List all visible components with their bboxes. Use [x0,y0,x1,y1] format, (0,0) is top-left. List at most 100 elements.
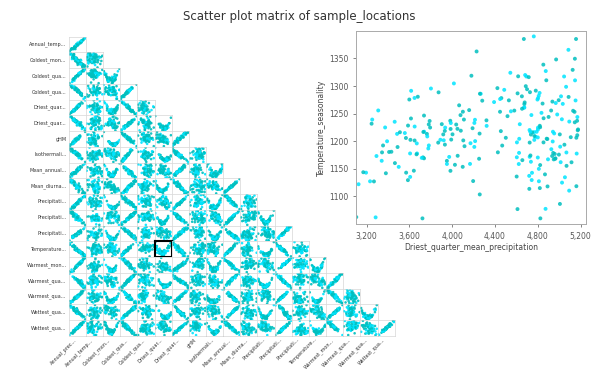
Point [138,295,147,301]
Point [296,331,306,337]
Point [157,124,167,130]
Point [335,271,344,278]
Point [401,169,411,176]
Point [122,153,132,159]
Point [158,325,168,331]
Point [175,276,185,283]
Point [329,309,338,315]
Point [261,283,270,290]
Point [71,151,81,157]
Point [177,293,187,299]
Point [92,182,102,188]
Point [173,234,182,240]
Point [365,327,375,334]
Point [247,326,257,332]
Point [264,237,273,244]
Point [120,249,130,255]
Point [241,233,251,239]
Point [68,213,78,220]
Point [68,178,77,185]
Point [313,279,323,285]
Point [224,246,234,252]
Point [143,133,152,139]
Point [194,307,204,313]
Point [219,189,229,195]
Point [127,202,137,208]
Point [110,74,120,80]
Point [224,248,234,254]
Point [124,325,134,331]
Point [311,310,321,316]
Point [67,208,77,214]
Point [170,204,180,210]
Point [337,271,347,278]
Point [230,327,240,333]
Point [231,299,241,305]
Point [246,203,256,210]
Point [139,325,148,332]
Point [91,247,101,253]
Point [317,265,327,271]
Point [173,328,182,334]
Point [197,219,206,225]
Point [200,305,210,311]
Point [320,322,329,328]
Point [192,182,202,188]
Point [71,294,81,300]
Point [86,291,95,298]
Point [313,298,322,304]
Point [179,156,189,162]
Point [105,86,114,92]
Point [67,141,77,147]
Point [94,217,103,223]
Point [211,216,221,222]
Point [108,283,118,289]
Point [336,298,346,304]
Point [295,243,305,249]
Point [172,149,182,155]
Point [260,250,269,256]
Point [303,325,313,331]
Point [168,141,178,147]
Point [145,246,154,252]
Point [92,211,102,217]
Point [295,263,305,269]
Point [160,166,169,173]
Point [157,125,167,132]
Point [71,149,80,155]
Point [323,316,332,322]
Point [230,295,240,301]
Point [317,295,327,301]
Point [312,265,322,271]
Point [273,274,283,281]
Point [300,295,309,301]
Point [70,182,80,188]
Point [141,227,151,233]
Point [124,296,134,302]
Point [208,174,218,181]
Point [214,202,224,208]
Point [295,295,304,301]
Point [333,275,343,281]
Point [193,278,203,284]
Point [194,178,203,185]
Point [346,296,356,302]
Point [550,156,560,162]
Point [158,198,167,204]
Point [216,166,226,173]
Point [121,312,130,318]
Point [279,248,288,254]
Point [74,58,83,64]
Point [91,122,100,128]
Point [74,119,83,125]
Point [89,183,99,189]
Point [246,296,255,303]
Point [92,167,102,173]
Point [194,256,203,262]
Point [294,327,304,333]
Point [119,315,129,321]
Point [342,322,352,328]
Point [71,138,80,144]
Point [71,75,80,81]
Point [368,323,378,329]
